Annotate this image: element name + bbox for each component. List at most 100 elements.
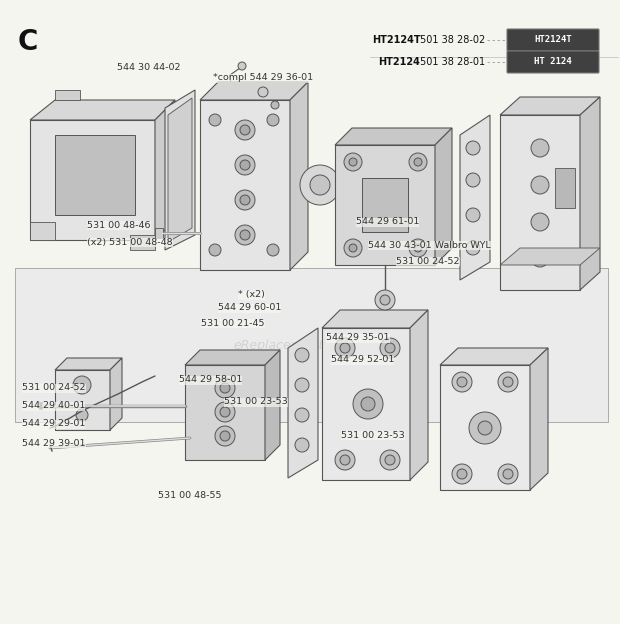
Circle shape	[209, 114, 221, 126]
Text: (x2) 531 00 48-48: (x2) 531 00 48-48	[87, 238, 172, 246]
Text: *compl 544 29 36-01: *compl 544 29 36-01	[213, 74, 313, 82]
Polygon shape	[362, 178, 408, 232]
Text: 501 38 28-02: 501 38 28-02	[420, 35, 485, 45]
Text: 531 00 24-52: 531 00 24-52	[396, 256, 459, 265]
Text: HT 2124: HT 2124	[534, 57, 572, 67]
Text: 544 30 43-01 Walbro WYL: 544 30 43-01 Walbro WYL	[368, 240, 491, 250]
Polygon shape	[500, 115, 580, 290]
FancyBboxPatch shape	[507, 29, 599, 51]
Circle shape	[409, 239, 427, 257]
Polygon shape	[500, 97, 600, 115]
Circle shape	[73, 376, 91, 394]
Text: 531 00 48-46: 531 00 48-46	[87, 220, 151, 230]
Circle shape	[209, 244, 221, 256]
Polygon shape	[155, 100, 175, 240]
Circle shape	[215, 402, 235, 422]
Polygon shape	[435, 128, 452, 265]
Text: 501 38 28-01: 501 38 28-01	[420, 57, 485, 67]
Text: 531 00 48-55: 531 00 48-55	[158, 490, 221, 499]
Text: * (x2): * (x2)	[238, 291, 265, 300]
Polygon shape	[55, 358, 122, 370]
Polygon shape	[335, 128, 452, 145]
Circle shape	[238, 62, 246, 70]
Circle shape	[385, 455, 395, 465]
Polygon shape	[410, 310, 428, 480]
Circle shape	[457, 469, 467, 479]
Polygon shape	[200, 82, 308, 100]
Circle shape	[503, 377, 513, 387]
Polygon shape	[265, 350, 280, 460]
Circle shape	[531, 139, 549, 157]
Circle shape	[240, 125, 250, 135]
Polygon shape	[288, 328, 318, 478]
Circle shape	[531, 176, 549, 194]
Circle shape	[240, 160, 250, 170]
Circle shape	[531, 213, 549, 231]
Circle shape	[300, 165, 340, 205]
Circle shape	[380, 338, 400, 358]
Polygon shape	[30, 120, 155, 240]
Circle shape	[235, 225, 255, 245]
Polygon shape	[185, 350, 280, 365]
Circle shape	[466, 208, 480, 222]
Polygon shape	[55, 90, 80, 100]
Circle shape	[457, 377, 467, 387]
Circle shape	[76, 409, 88, 421]
Circle shape	[215, 426, 235, 446]
Circle shape	[335, 450, 355, 470]
Circle shape	[452, 464, 472, 484]
Circle shape	[469, 412, 501, 444]
Text: 544 29 58-01: 544 29 58-01	[179, 376, 242, 384]
Polygon shape	[290, 82, 308, 270]
Text: 544 29 40-01: 544 29 40-01	[22, 401, 86, 411]
Text: 544 29 52-01: 544 29 52-01	[331, 356, 394, 364]
Circle shape	[414, 244, 422, 252]
Polygon shape	[30, 222, 55, 240]
Polygon shape	[440, 348, 548, 365]
Text: 531 00 24-52: 531 00 24-52	[22, 384, 86, 392]
Polygon shape	[110, 358, 122, 430]
Polygon shape	[130, 235, 155, 250]
Circle shape	[466, 173, 480, 187]
FancyBboxPatch shape	[507, 51, 599, 73]
Polygon shape	[580, 97, 600, 290]
Circle shape	[235, 120, 255, 140]
Circle shape	[452, 372, 472, 392]
Circle shape	[531, 249, 549, 267]
Text: 531 00 23-53: 531 00 23-53	[341, 431, 405, 439]
Polygon shape	[55, 370, 110, 430]
Text: eReplacementParts.com: eReplacementParts.com	[234, 338, 386, 351]
Polygon shape	[165, 90, 195, 250]
Circle shape	[380, 295, 390, 305]
Polygon shape	[322, 310, 428, 328]
Polygon shape	[15, 268, 608, 422]
Circle shape	[335, 338, 355, 358]
Text: 544 29 39-01: 544 29 39-01	[22, 439, 86, 447]
Circle shape	[235, 190, 255, 210]
Circle shape	[344, 153, 362, 171]
Circle shape	[295, 438, 309, 452]
Circle shape	[267, 114, 279, 126]
Circle shape	[258, 87, 268, 97]
Circle shape	[340, 343, 350, 353]
Polygon shape	[185, 365, 265, 460]
Text: 544 29 29-01: 544 29 29-01	[22, 419, 86, 429]
Circle shape	[380, 450, 400, 470]
Text: C: C	[18, 28, 38, 56]
Circle shape	[240, 230, 250, 240]
Circle shape	[498, 464, 518, 484]
Circle shape	[385, 343, 395, 353]
Text: 544 29 61-01: 544 29 61-01	[356, 218, 419, 227]
Polygon shape	[322, 328, 410, 480]
Circle shape	[295, 348, 309, 362]
Polygon shape	[55, 135, 135, 215]
Polygon shape	[200, 100, 290, 270]
Polygon shape	[500, 248, 600, 265]
Circle shape	[235, 155, 255, 175]
Circle shape	[466, 241, 480, 255]
Circle shape	[414, 158, 422, 166]
Circle shape	[220, 431, 230, 441]
Polygon shape	[530, 348, 548, 490]
Polygon shape	[335, 145, 435, 265]
Circle shape	[240, 195, 250, 205]
